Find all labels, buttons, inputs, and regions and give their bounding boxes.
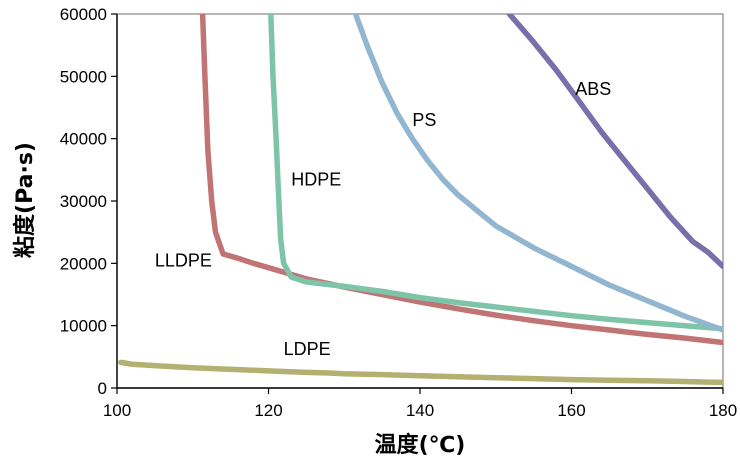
y-tick-label: 30000 bbox=[60, 192, 107, 211]
series-line-abs bbox=[506, 14, 723, 270]
series-line-ps bbox=[352, 14, 723, 333]
axis-ticks: 0 10000 20000 30000 40000 50000 60000 100 120 140… bbox=[60, 5, 737, 420]
y-tick-label: 10000 bbox=[60, 317, 107, 336]
y-tick-label: 50000 bbox=[60, 67, 107, 86]
x-tick-label: 120 bbox=[254, 401, 282, 420]
x-tick-label: 100 bbox=[103, 401, 131, 420]
series-lines bbox=[118, 14, 723, 386]
series-line-lldpe bbox=[199, 14, 723, 346]
x-tick-label: 160 bbox=[557, 401, 585, 420]
series-label-ps: PS bbox=[412, 110, 436, 130]
y-tick-label: 20000 bbox=[60, 254, 107, 273]
y-axis-title: 粘度(Pa·s) bbox=[12, 142, 38, 258]
x-tick-label: 140 bbox=[406, 401, 434, 420]
series-line-hdpe bbox=[268, 14, 723, 332]
series-labels: LDPE LLDPE HDPE PS ABS bbox=[155, 79, 611, 359]
series-label-abs: ABS bbox=[575, 79, 611, 99]
y-tick-label: 40000 bbox=[60, 130, 107, 149]
series-label-hdpe: HDPE bbox=[291, 169, 341, 189]
x-tick-label: 180 bbox=[709, 401, 737, 420]
series-label-lldpe: LLDPE bbox=[155, 250, 212, 270]
series-line-ldpe bbox=[118, 359, 723, 386]
y-tick-label: 60000 bbox=[60, 5, 107, 24]
series-label-ldpe: LDPE bbox=[284, 339, 331, 359]
y-tick-label: 0 bbox=[98, 379, 107, 398]
x-axis-title: 温度(℃) bbox=[375, 432, 466, 458]
